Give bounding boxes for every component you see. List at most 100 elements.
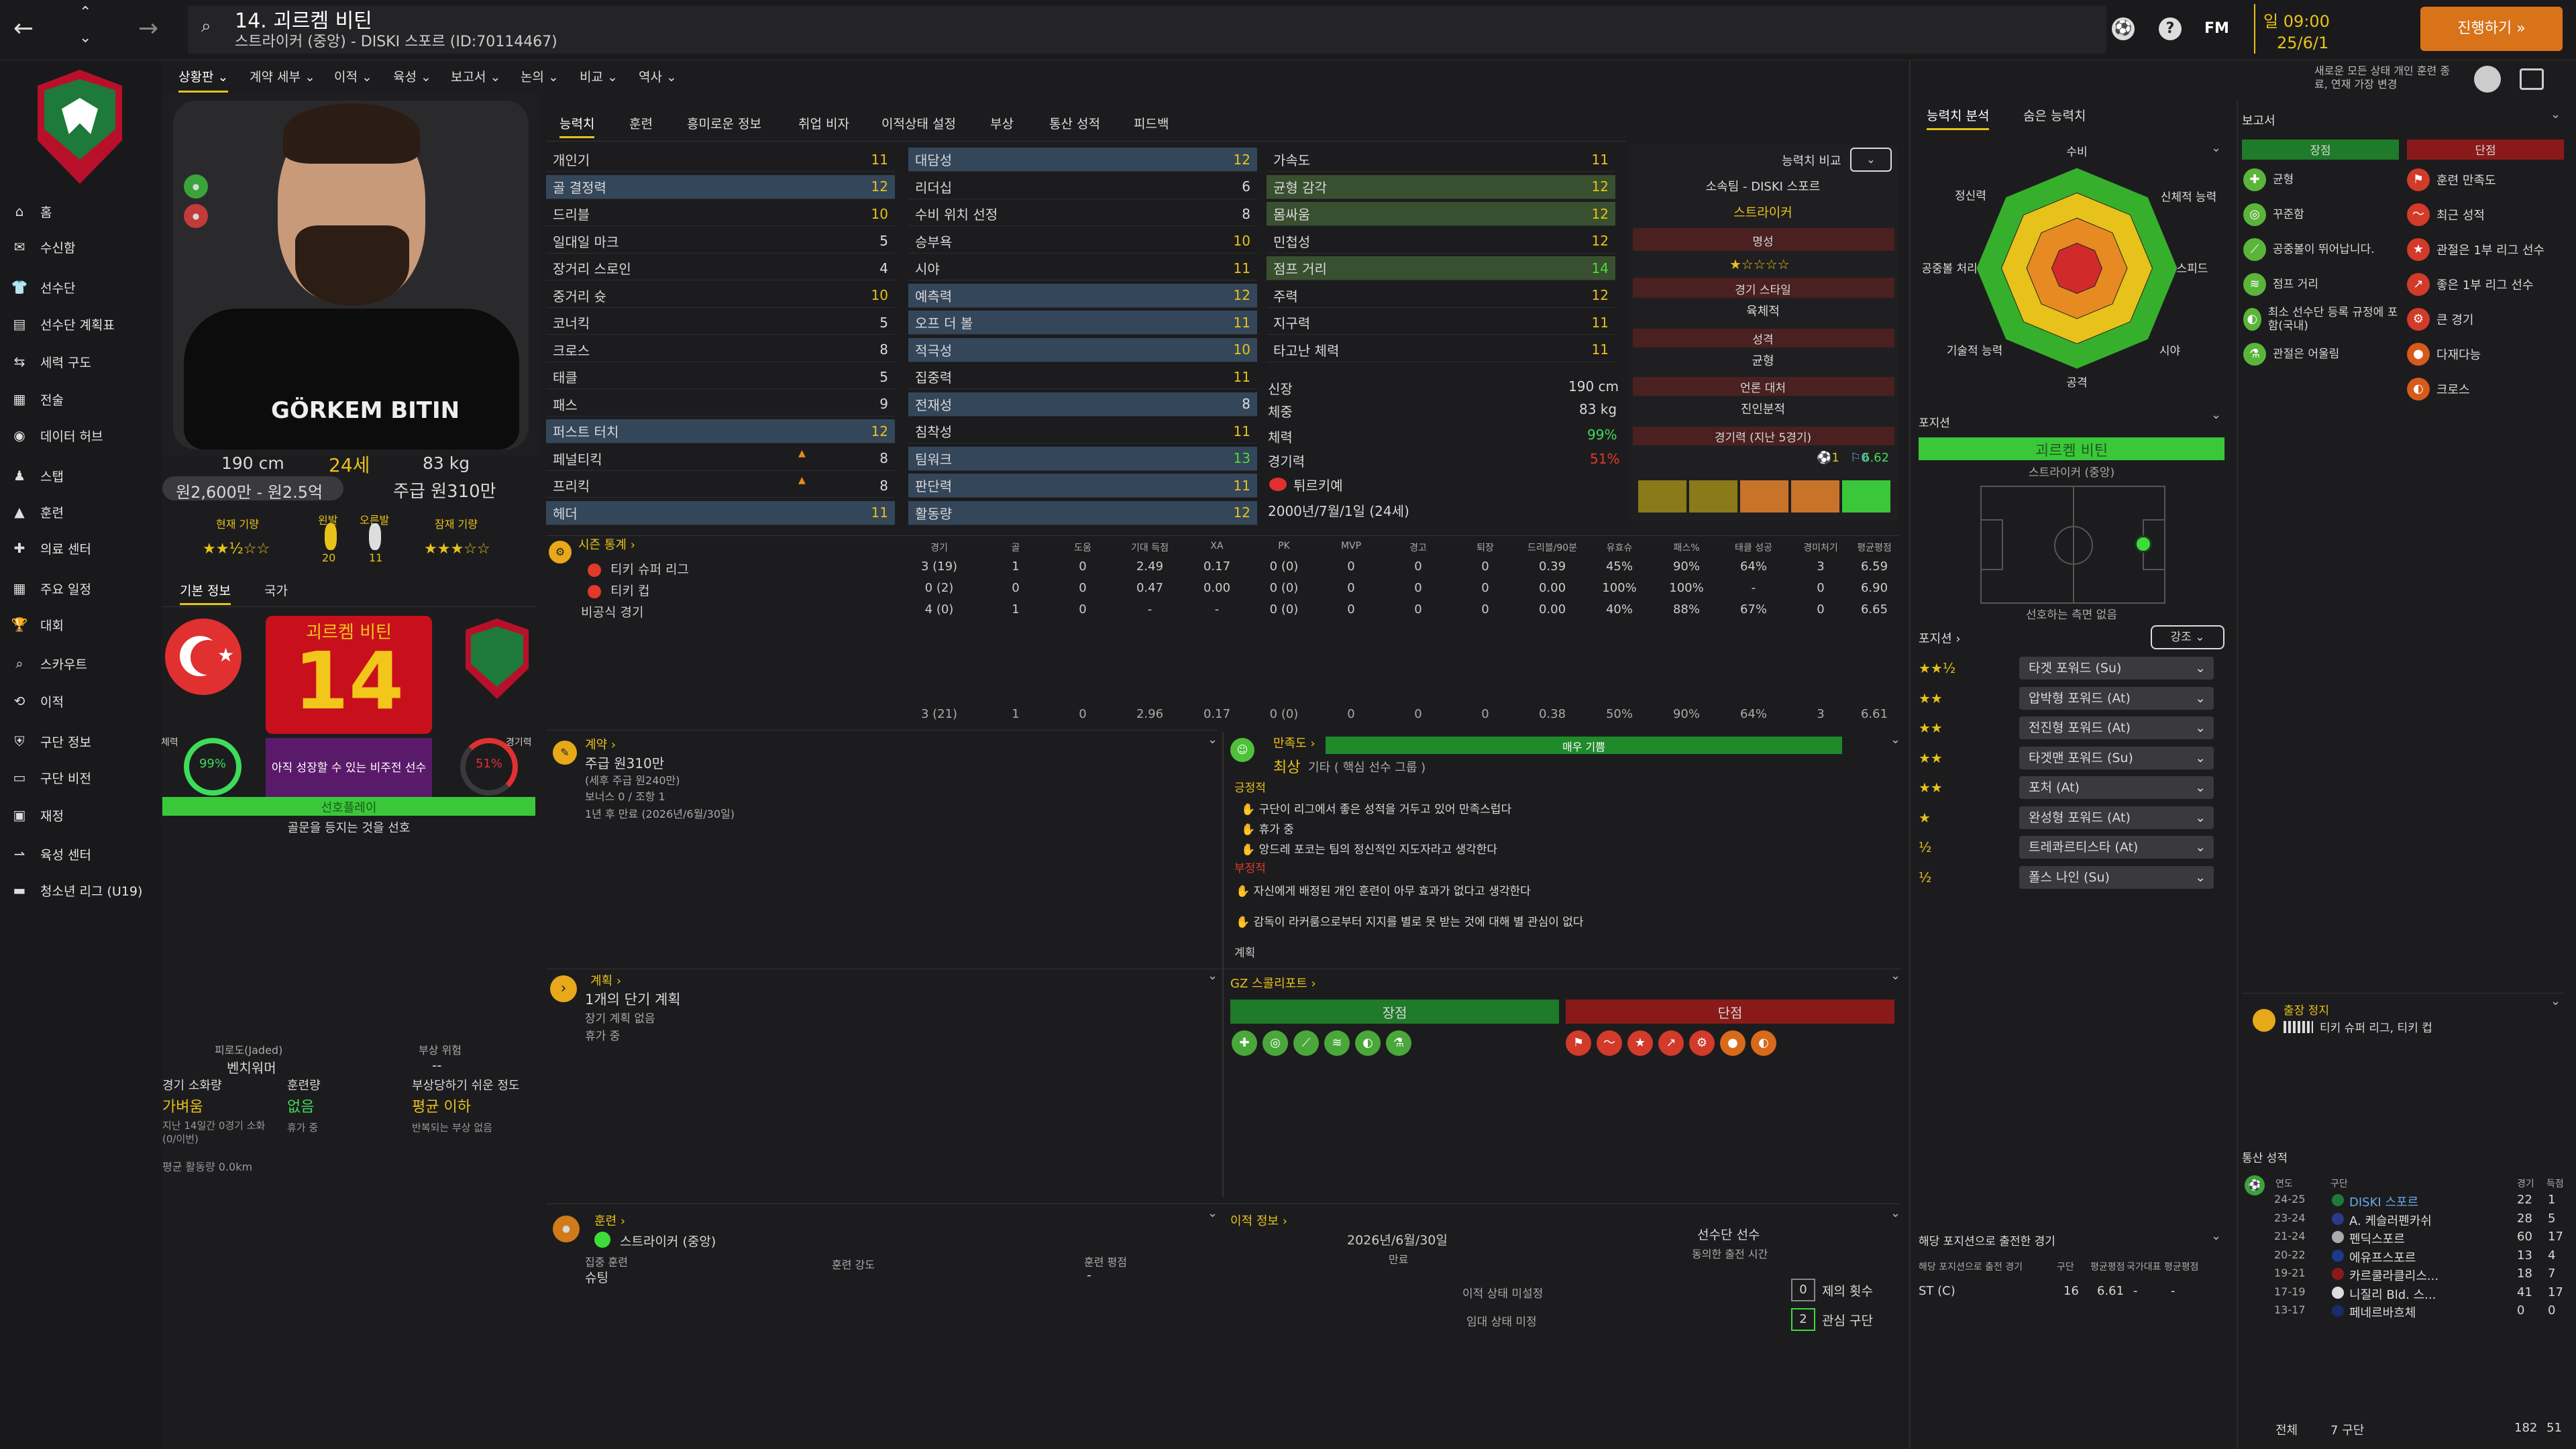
- contract-header[interactable]: 계약 ›: [585, 738, 616, 752]
- happiness-header[interactable]: 만족도 ›: [1273, 737, 1316, 751]
- scout-pro-icon[interactable]: ◐: [1355, 1030, 1381, 1056]
- report-pro-item[interactable]: ≋ 점프 거리: [2243, 270, 2402, 299]
- bio-nation[interactable]: 튀르키예: [1293, 478, 1343, 494]
- attr-row[interactable]: 장거리 스로인 4: [546, 256, 895, 280]
- attr-row[interactable]: 민첩성 12: [1267, 229, 1615, 254]
- attr-row[interactable]: 주력 12: [1267, 284, 1615, 308]
- role-row[interactable]: ½ 트레콰르티스타 (At) ⌄: [1919, 834, 2227, 861]
- suspension-dropdown-icon[interactable]: ⌄: [2551, 994, 2561, 1008]
- attr-row[interactable]: 드리블 10: [546, 202, 895, 226]
- scout-con-icon[interactable]: 〜: [1597, 1030, 1622, 1056]
- attr-row[interactable]: 헤더 11: [546, 500, 895, 525]
- report-pro-item[interactable]: ◐ 최소 선수단 등록 규정에 포함(국내): [2243, 305, 2402, 334]
- attr-row[interactable]: 일대일 마크 5: [546, 229, 895, 254]
- career-club[interactable]: 니질리 Bld. 스...: [2349, 1287, 2436, 1302]
- nav-tab-6[interactable]: 비교 ⌄: [580, 70, 618, 85]
- season-row-name[interactable]: 비공식 경기: [581, 605, 644, 620]
- scout-header[interactable]: GZ 스콜리포트 ›: [1230, 977, 1316, 991]
- career-club[interactable]: DISKI 스포르: [2349, 1195, 2419, 1210]
- tab-0[interactable]: 능력치: [559, 114, 595, 138]
- role-row[interactable]: ★★ 압박형 포워드 (At) ⌄: [1919, 685, 2227, 712]
- role-dropdown[interactable]: 압박형 포워드 (At) ⌄: [2019, 686, 2214, 710]
- tab-3[interactable]: 취업 비자: [798, 117, 849, 131]
- nav-tab-3[interactable]: 육성 ⌄: [393, 70, 431, 85]
- ball-icon[interactable]: ⚽: [2112, 17, 2135, 40]
- attr-row[interactable]: 골 결정력 12: [546, 174, 895, 199]
- played-dropdown-icon[interactable]: ⌄: [2211, 1229, 2222, 1243]
- scout-pro-icon[interactable]: ✚: [1232, 1030, 1257, 1056]
- scout-con-icon[interactable]: ◐: [1751, 1030, 1776, 1056]
- nav-tab-0[interactable]: 상황판 ⌄: [178, 67, 229, 93]
- role-dropdown[interactable]: 전진형 포워드 (At) ⌄: [2019, 716, 2214, 739]
- nav-tab-4[interactable]: 보고서 ⌄: [451, 70, 501, 85]
- sidebar-item-5[interactable]: ▦ 전술: [0, 382, 161, 416]
- sidebar-item-12[interactable]: ⌕ 스카우트: [0, 647, 161, 680]
- attr-row[interactable]: 집중력 11: [908, 365, 1257, 389]
- scout-dropdown-icon[interactable]: ⌄: [1890, 969, 1901, 983]
- attr-row[interactable]: 예측력 12: [908, 283, 1257, 308]
- report-con-item[interactable]: 〜 최근 성적: [2407, 200, 2565, 229]
- attr-row[interactable]: 리더십 6: [908, 175, 1257, 199]
- attr-row[interactable]: 패스 9: [546, 392, 895, 417]
- tab-6[interactable]: 통산 성적: [1049, 117, 1100, 131]
- role-row[interactable]: ★★ 전진형 포워드 (At) ⌄: [1919, 714, 2227, 741]
- career-club[interactable]: 펜딕스포르: [2349, 1232, 2405, 1246]
- tab-basic-info[interactable]: 기본 정보: [180, 581, 231, 605]
- up-arrow-icon[interactable]: ⌃: [79, 4, 92, 21]
- report-con-item[interactable]: ⚙ 큰 경기: [2407, 305, 2565, 334]
- tab-analysis[interactable]: 능력치 분석: [1927, 106, 1990, 130]
- role-row[interactable]: ★★½ 타겟 포워드 (Su) ⌄: [1919, 655, 2227, 682]
- attr-row[interactable]: 점프 거리 14: [1267, 256, 1615, 280]
- sidebar-item-2[interactable]: 👕 선수단: [0, 270, 161, 304]
- report-pro-item[interactable]: ◎ 꾸준함: [2243, 200, 2402, 229]
- attr-row[interactable]: 판단력 11: [908, 474, 1257, 498]
- nav-tab-1[interactable]: 계약 세부 ⌄: [250, 70, 315, 85]
- role-dropdown[interactable]: 폴스 나인 (Su) ⌄: [2019, 865, 2214, 889]
- role-row[interactable]: ★★ 타겟맨 포워드 (Su) ⌄: [1919, 745, 2227, 771]
- attr-row[interactable]: 지구력 11: [1267, 311, 1615, 335]
- scout-pro-icon[interactable]: ◎: [1263, 1030, 1288, 1056]
- sidebar-item-11[interactable]: 🏆 대회: [0, 608, 161, 641]
- notifications-icon[interactable]: [2474, 66, 2501, 93]
- attr-row[interactable]: 적극성 10: [908, 337, 1257, 362]
- sidebar-item-8[interactable]: ▲ 훈련: [0, 495, 161, 529]
- attr-row[interactable]: 승부욕 10: [908, 229, 1257, 254]
- position-dropdown-icon[interactable]: ⌄: [2211, 408, 2222, 422]
- attr-row[interactable]: 개인기 11: [546, 148, 895, 172]
- report-con-item[interactable]: ⚑ 훈련 만족도: [2407, 165, 2565, 195]
- attr-row[interactable]: 중거리 슛 10: [546, 284, 895, 308]
- nav-tab-2[interactable]: 이적 ⌄: [334, 70, 372, 85]
- attr-row[interactable]: 활동량 12: [908, 500, 1257, 525]
- season-row-name[interactable]: 티키 컵: [610, 584, 650, 598]
- strong-dropdown[interactable]: 강조 ⌄: [2151, 625, 2224, 649]
- report-dropdown-icon[interactable]: ⌄: [2551, 107, 2561, 121]
- analysis-dropdown-icon[interactable]: ⌄: [2211, 141, 2222, 155]
- compare-dropdown[interactable]: ⌄: [1850, 148, 1892, 172]
- career-club[interactable]: 페네르바흐체: [2349, 1306, 2416, 1320]
- sidebar-item-0[interactable]: ⌂ 홈: [0, 195, 161, 228]
- role-dropdown[interactable]: 타겟 포워드 (Su) ⌄: [2019, 657, 2214, 680]
- role-dropdown[interactable]: 완성형 포워드 (At) ⌄: [2019, 806, 2214, 829]
- attr-row[interactable]: 전재성 8: [908, 392, 1257, 417]
- sidebar-item-13[interactable]: ⟲ 이적: [0, 684, 161, 718]
- tab-2[interactable]: 흥미로운 정보: [687, 117, 761, 131]
- nav-tab-7[interactable]: 역사 ⌄: [639, 70, 677, 85]
- transfer-dropdown-icon[interactable]: ⌄: [1890, 1206, 1901, 1220]
- training-header[interactable]: 훈련 ›: [594, 1214, 626, 1228]
- sidebar-item-3[interactable]: ▤ 선수단 계획표: [0, 307, 161, 341]
- sidebar-item-1[interactable]: ✉ 수신함: [0, 230, 161, 264]
- attr-row[interactable]: 오프 더 볼 11: [908, 311, 1257, 335]
- attr-row[interactable]: 균형 감각 12: [1267, 174, 1615, 199]
- role-row[interactable]: ★★ 포처 (At) ⌄: [1919, 774, 2227, 801]
- attr-row[interactable]: 타고난 체력 11: [1267, 338, 1615, 362]
- role-row[interactable]: ½ 폴스 나인 (Su) ⌄: [1919, 864, 2227, 891]
- sidebar-item-7[interactable]: ♟ 스탭: [0, 459, 161, 492]
- tab-1[interactable]: 훈련: [629, 117, 653, 131]
- sidebar-item-14[interactable]: ⛨ 구단 정보: [0, 724, 161, 758]
- career-club[interactable]: 에유프스포르: [2349, 1250, 2416, 1265]
- sidebar-item-17[interactable]: ⇀ 육성 센터: [0, 837, 161, 871]
- continue-button[interactable]: 진행하기 »: [2420, 7, 2563, 51]
- interest-label[interactable]: 관심 구단: [1822, 1313, 1873, 1328]
- tab-7[interactable]: 피드백: [1134, 117, 1169, 131]
- tab-5[interactable]: 부상: [990, 117, 1014, 131]
